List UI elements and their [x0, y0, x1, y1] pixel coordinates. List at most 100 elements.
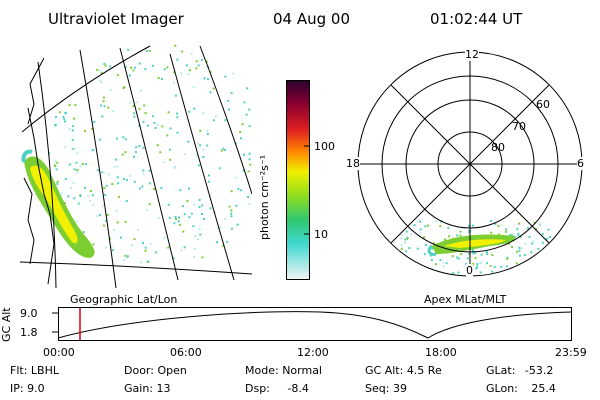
noise-pixel [107, 173, 110, 176]
noise-pixel [491, 254, 494, 257]
noise-pixel [206, 144, 209, 147]
noise-pixel [116, 74, 119, 77]
noise-pixel [169, 127, 172, 130]
noise-pixel [62, 115, 65, 118]
noise-pixel [192, 225, 195, 228]
noise-pixel [248, 202, 251, 205]
noise-pixel [125, 200, 128, 203]
noise-pixel [98, 69, 101, 72]
noise-pixel [423, 253, 426, 256]
noise-pixel [72, 147, 75, 150]
noise-pixel [207, 180, 210, 183]
noise-pixel [173, 222, 176, 225]
noise-pixel [79, 194, 82, 197]
noise-pixel [69, 187, 72, 190]
noise-pixel [177, 220, 180, 223]
mode-value: Normal [282, 364, 322, 377]
noise-pixel [230, 215, 233, 218]
noise-pixel [518, 254, 521, 257]
altitude-xtick-1800: 18:00 [425, 346, 457, 359]
noise-pixel [247, 170, 250, 173]
altitude-xtick-2359: 23:59 [555, 346, 587, 359]
noise-pixel [159, 151, 162, 154]
altitude-ytick-1-8: 1.8 [20, 326, 38, 339]
noise-pixel [56, 182, 59, 185]
noise-pixel [518, 222, 521, 225]
noise-pixel [242, 169, 245, 172]
noise-pixel [195, 60, 198, 63]
noise-pixel [68, 163, 71, 166]
noise-pixel [401, 234, 404, 237]
noise-pixel [541, 241, 544, 244]
noise-pixel [528, 235, 531, 238]
noise-pixel [148, 169, 151, 172]
noise-pixel [479, 262, 482, 265]
noise-pixel [520, 247, 523, 250]
colorbar [286, 80, 310, 280]
noise-pixel [153, 122, 156, 125]
noise-pixel [218, 167, 221, 170]
noise-pixel [182, 230, 185, 233]
noise-pixel [111, 182, 114, 185]
noise-pixel [202, 218, 205, 221]
noise-pixel [102, 204, 105, 207]
noise-pixel [161, 125, 164, 128]
noise-pixel [216, 241, 219, 244]
gain-label: Gain: [124, 382, 153, 395]
flt-value: LBHL [30, 364, 59, 377]
noise-pixel [541, 232, 544, 235]
noise-pixel [208, 193, 211, 196]
noise-pixel [105, 219, 108, 222]
noise-pixel [448, 235, 451, 238]
noise-pixel [416, 247, 419, 250]
noise-pixel [235, 204, 238, 207]
noise-pixel [148, 49, 151, 52]
noise-pixel [205, 60, 208, 63]
noise-pixel [531, 242, 534, 245]
noise-pixel [68, 104, 71, 107]
noise-pixel [214, 115, 217, 118]
noise-pixel [100, 71, 103, 74]
noise-pixel [149, 242, 152, 245]
noise-pixel [209, 91, 212, 94]
noise-pixel [121, 153, 124, 156]
noise-pixel [509, 233, 512, 236]
noise-pixel [56, 161, 59, 164]
noise-pixel [172, 257, 175, 260]
noise-pixel [64, 120, 67, 123]
noise-pixel [135, 101, 138, 104]
door-label: Door: [124, 364, 154, 377]
noise-pixel [137, 229, 140, 232]
mlt-label-12: 12 [465, 48, 479, 61]
noise-pixel [423, 236, 426, 239]
noise-pixel [154, 251, 157, 254]
noise-pixel [138, 187, 141, 190]
noise-pixel [174, 94, 177, 97]
noise-pixel [193, 203, 196, 206]
noise-pixel [72, 181, 75, 184]
noise-pixel [64, 111, 67, 114]
noise-pixel [84, 186, 87, 189]
ip-value: 9.0 [27, 382, 45, 395]
noise-pixel [224, 75, 227, 78]
noise-pixel [180, 249, 183, 252]
noise-pixel [152, 188, 155, 191]
noise-pixel [236, 223, 239, 226]
noise-pixel [403, 242, 406, 245]
noise-pixel [494, 222, 497, 225]
noise-pixel [99, 104, 102, 107]
noise-pixel [424, 243, 427, 246]
noise-pixel [93, 120, 96, 123]
dsp-readout: Dsp: -8.4 [245, 382, 309, 395]
noise-pixel [168, 216, 171, 219]
map-projection-label: Geographic Lat/Lon [70, 293, 178, 306]
gcalt-label: GC Alt: [365, 364, 404, 377]
noise-pixel [206, 132, 209, 135]
noise-pixel [413, 224, 416, 227]
noise-pixel [468, 252, 471, 255]
noise-pixel [167, 246, 170, 249]
noise-pixel [476, 265, 479, 268]
instrument-title: Ultraviolet Imager [48, 10, 184, 28]
altitude-ytick-9: 9.0 [20, 307, 38, 320]
noise-pixel [179, 189, 182, 192]
